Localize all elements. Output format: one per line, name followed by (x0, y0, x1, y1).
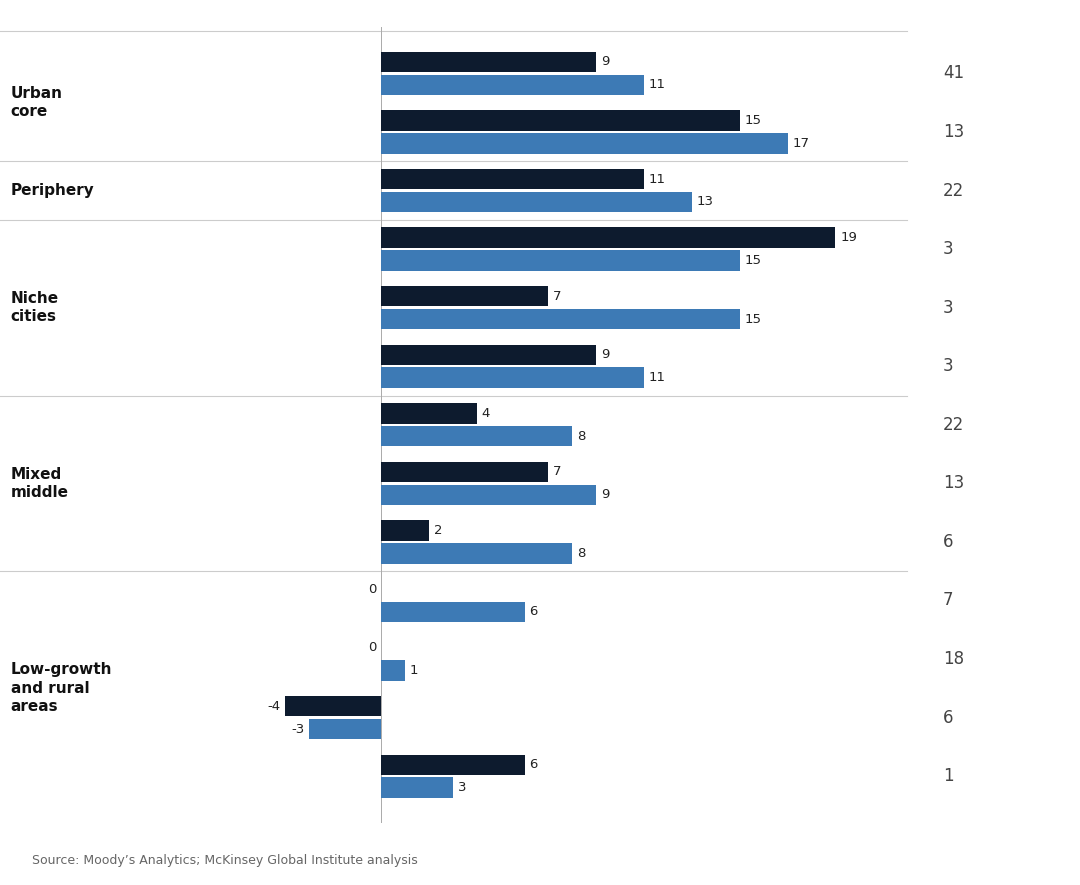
Text: 6: 6 (529, 605, 538, 619)
Bar (309, 719, 381, 739)
Text: 6: 6 (943, 533, 954, 551)
Bar (381, 169, 644, 189)
Text: 9: 9 (602, 489, 609, 501)
Text: 6: 6 (529, 758, 538, 771)
Text: 9: 9 (602, 349, 609, 361)
Text: Periphery: Periphery (11, 183, 95, 198)
Text: Urban
core: Urban core (11, 86, 63, 119)
Text: 3: 3 (943, 240, 954, 258)
Bar (381, 777, 453, 798)
Text: 8: 8 (577, 430, 585, 442)
Bar (285, 696, 381, 717)
Bar (381, 250, 740, 271)
Bar (381, 344, 596, 366)
Text: Mixed
middle: Mixed middle (11, 466, 69, 500)
Text: 3: 3 (943, 298, 954, 317)
Text: 9: 9 (602, 56, 609, 68)
Text: 13: 13 (697, 196, 714, 209)
Bar (381, 74, 644, 95)
Bar (381, 309, 740, 329)
Text: 1: 1 (943, 767, 954, 785)
Text: 13: 13 (943, 123, 964, 141)
Text: 19: 19 (840, 231, 858, 244)
Text: 7: 7 (943, 591, 954, 610)
Text: 2: 2 (434, 524, 442, 537)
Text: 15: 15 (744, 254, 761, 267)
Bar (381, 192, 692, 212)
Text: Low-growth
and rural
areas: Low-growth and rural areas (11, 662, 112, 714)
Text: 6: 6 (943, 709, 954, 727)
Text: 7: 7 (553, 466, 562, 479)
Text: 13: 13 (943, 474, 964, 492)
Bar (381, 111, 740, 131)
Bar (381, 227, 836, 248)
Text: 22: 22 (943, 181, 964, 199)
Bar (381, 426, 572, 446)
Text: 41: 41 (943, 65, 964, 82)
Bar (381, 133, 787, 154)
Bar (381, 286, 549, 306)
Bar (381, 520, 429, 541)
Text: Source: Moody’s Analytics; McKinsey Global Institute analysis: Source: Moody’s Analytics; McKinsey Glob… (32, 854, 418, 867)
Text: 11: 11 (649, 173, 666, 186)
Bar (381, 602, 525, 622)
Text: 1: 1 (409, 664, 418, 677)
Text: Niche
cities: Niche cities (11, 291, 59, 325)
Bar (381, 462, 549, 482)
Bar (381, 543, 572, 564)
Text: 22: 22 (943, 416, 964, 434)
Text: 3: 3 (458, 781, 467, 794)
Text: 15: 15 (744, 114, 761, 127)
Text: -4: -4 (268, 700, 281, 712)
Text: 11: 11 (649, 371, 666, 384)
Text: 8: 8 (577, 547, 585, 560)
Text: 17: 17 (793, 137, 809, 150)
Bar (381, 755, 525, 775)
Text: 15: 15 (744, 312, 761, 326)
Text: 3: 3 (943, 358, 954, 375)
Bar (381, 404, 476, 424)
Text: 7: 7 (553, 289, 562, 303)
Bar (381, 367, 644, 388)
Bar (381, 660, 405, 681)
Bar (381, 485, 596, 505)
Text: -3: -3 (292, 722, 305, 735)
Text: 18: 18 (943, 650, 964, 668)
Bar (381, 51, 596, 73)
Text: 0: 0 (368, 582, 376, 596)
Text: 4: 4 (482, 407, 490, 419)
Text: 11: 11 (649, 79, 666, 91)
Text: 0: 0 (368, 641, 376, 654)
